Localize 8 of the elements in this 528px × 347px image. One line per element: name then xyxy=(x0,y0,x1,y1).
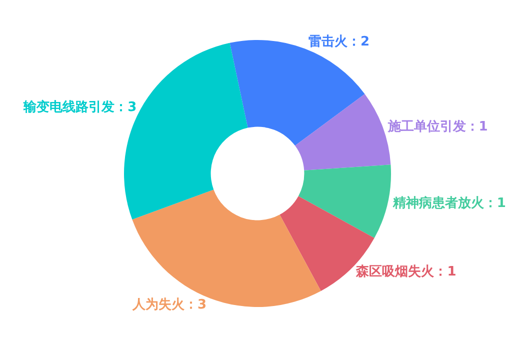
slice-label: 森区吸烟失火：1 xyxy=(355,264,456,280)
slice-label: 施工单位引发：1 xyxy=(386,118,488,134)
slice-label: 雷击火：2 xyxy=(308,34,370,50)
slice-label: 精神病患者放火：1 xyxy=(392,194,506,211)
donut-slice xyxy=(298,164,391,238)
slice-label: 人为失火：3 xyxy=(131,297,206,312)
donut-slice xyxy=(124,42,248,220)
slice-label: 输变电线路引发：3 xyxy=(22,99,137,116)
